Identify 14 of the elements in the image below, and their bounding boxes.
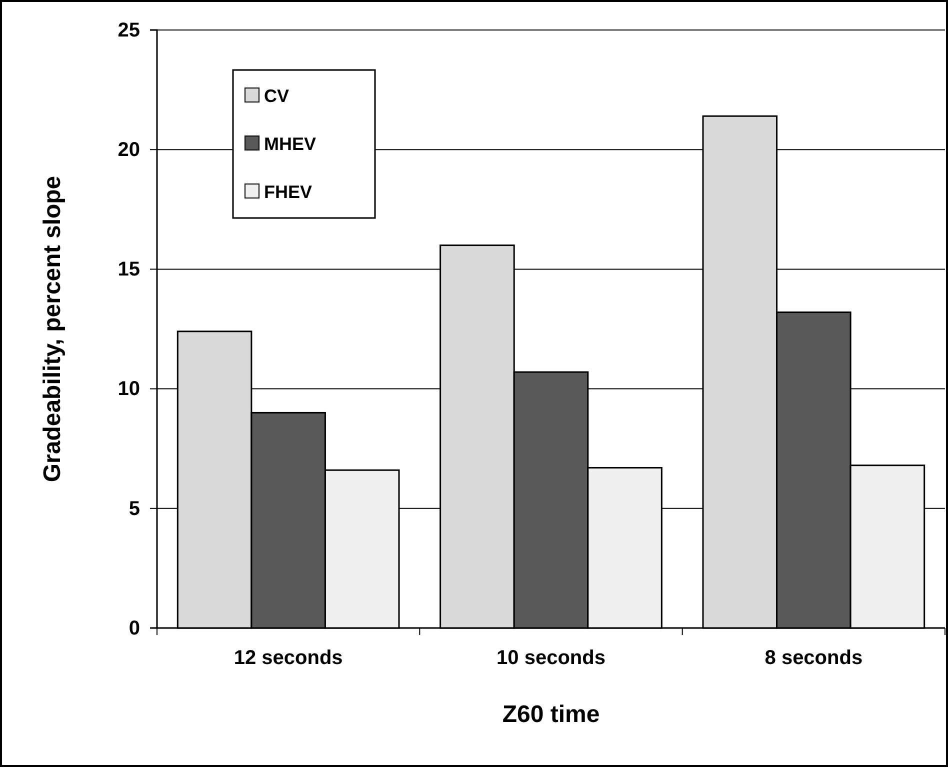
x-tick-label: 12 seconds bbox=[234, 647, 343, 670]
y-tick-label: 20 bbox=[118, 139, 140, 161]
y-tick-label: 15 bbox=[118, 258, 140, 281]
y-tick-label: 5 bbox=[128, 498, 140, 520]
legend-label: CV bbox=[264, 86, 290, 106]
x-axis-title: Z60 time bbox=[502, 701, 600, 728]
legend-label: FHEV bbox=[264, 182, 312, 202]
legend-label: MHEV bbox=[264, 134, 316, 154]
x-tick-label: 10 seconds bbox=[496, 647, 606, 670]
y-tick-label: 25 bbox=[118, 19, 140, 42]
y-tick-label: 10 bbox=[118, 378, 140, 400]
y-tick-label: 0 bbox=[128, 617, 140, 640]
x-tick-label: 8 seconds bbox=[764, 647, 863, 670]
y-axis-title: Gradeability, percent slope bbox=[39, 176, 66, 482]
